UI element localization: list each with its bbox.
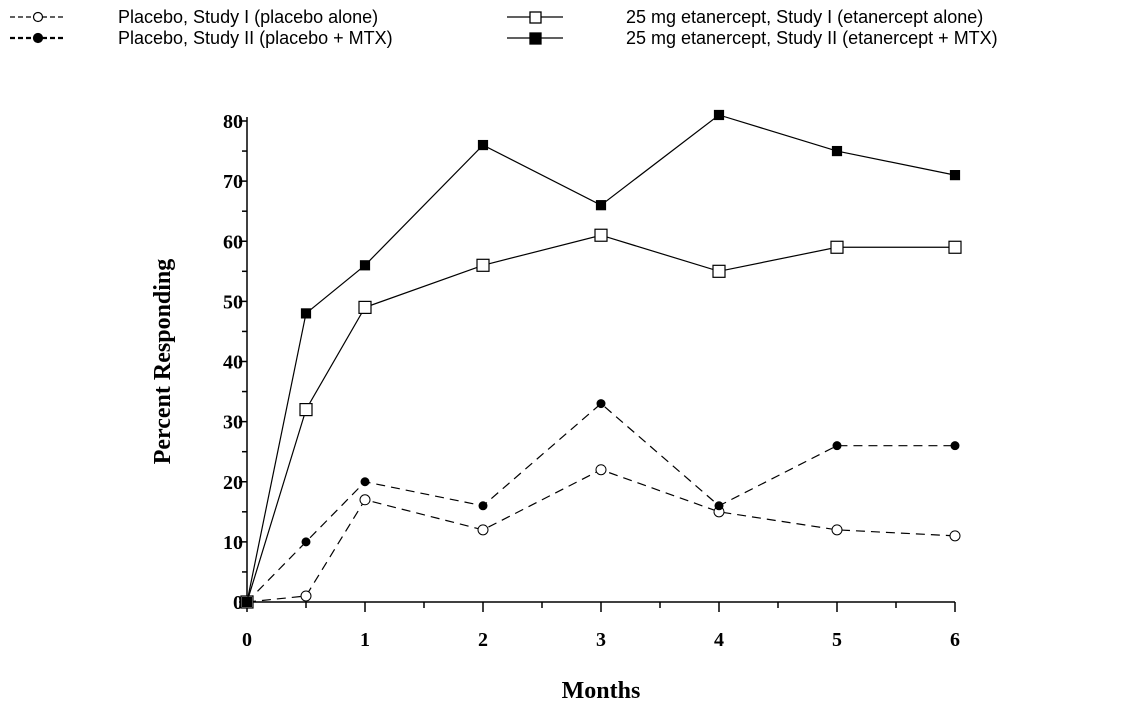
y-tick-label: 50 (223, 291, 243, 313)
legend-label: 25 mg etanercept, Study II (etanercept +… (626, 28, 998, 48)
legend-label: 25 mg etanercept, Study I (etanercept al… (626, 7, 984, 27)
legend-swatch-solid-filled-square (507, 32, 563, 45)
series-line (246, 114, 956, 603)
y-tick-label: 70 (223, 171, 243, 193)
legend-label: Placebo, Study II (placebo + MTX) (118, 28, 393, 48)
data-point-circle (360, 477, 370, 487)
data-point-circle (359, 494, 371, 506)
legend-swatch-dashed-filled-circle (10, 32, 66, 44)
data-point-circle (478, 501, 488, 511)
x-tick-label: 4 (714, 629, 724, 651)
y-tick-label: 30 (223, 412, 243, 434)
data-point-square (595, 200, 607, 211)
series-4 (241, 109, 961, 608)
data-point-circle (714, 501, 724, 511)
data-point-square (830, 240, 844, 254)
x-tick-label: 0 (242, 629, 252, 651)
y-tick-label: 40 (223, 352, 243, 374)
series-line (246, 234, 955, 603)
legend-item-placebo-study-1: Placebo, Study I (placebo alone) (0, 6, 560, 28)
legend-label: Placebo, Study I (placebo alone) (118, 7, 379, 27)
data-point-square (241, 596, 253, 608)
data-point-circle (300, 590, 312, 602)
y-tick-label: 80 (223, 111, 243, 133)
x-tick-label: 3 (596, 629, 606, 651)
series-layer (240, 109, 962, 609)
x-axis-title: Months (562, 678, 641, 704)
data-point-square (948, 240, 962, 254)
data-point-square (359, 260, 371, 271)
x-tick-label: 5 (832, 629, 842, 651)
data-point-circle (831, 524, 843, 536)
data-point-circle (950, 441, 960, 451)
legend-item-placebo-study-2: Placebo, Study II (placebo + MTX) (0, 27, 560, 49)
legend-swatch-solid-open-square (507, 11, 563, 24)
data-point-square (594, 228, 608, 242)
y-axis-title: Percent Responding (150, 259, 176, 465)
series-2 (242, 399, 960, 607)
legend-item-etanercept-study-2: 25 mg etanercept, Study II (etanercept +… (0, 27, 1123, 49)
data-point-circle (301, 537, 311, 547)
legend: Placebo, Study I (placebo alone) Placebo… (0, 0, 1123, 80)
data-point-circle (832, 441, 842, 451)
data-point-square (712, 264, 726, 278)
x-tick-label: 6 (950, 629, 960, 651)
data-point-square (476, 258, 490, 272)
x-tick-label: 1 (360, 629, 370, 651)
y-tick-label: 10 (223, 532, 243, 554)
legend-swatch-dashed-open-circle (10, 11, 66, 23)
series-1 (241, 464, 961, 608)
y-tick-label: 0 (233, 592, 243, 614)
data-point-circle (595, 464, 607, 476)
series-line (246, 469, 956, 603)
series-line (246, 402, 955, 603)
data-point-circle (596, 399, 606, 409)
data-point-circle (477, 524, 489, 536)
data-point-square (831, 145, 843, 157)
data-point-square (299, 403, 313, 417)
data-point-square (358, 300, 372, 314)
data-point-circle (949, 530, 961, 542)
data-point-square (713, 109, 725, 121)
y-tick-label: 20 (223, 472, 243, 494)
series-3 (240, 228, 962, 609)
data-point-square (949, 170, 961, 181)
legend-item-etanercept-study-1: 25 mg etanercept, Study I (etanercept al… (0, 6, 1123, 28)
y-tick-label: 60 (223, 231, 243, 253)
data-point-square (300, 308, 312, 319)
x-tick-label: 2 (478, 629, 488, 651)
data-point-square (477, 139, 489, 151)
